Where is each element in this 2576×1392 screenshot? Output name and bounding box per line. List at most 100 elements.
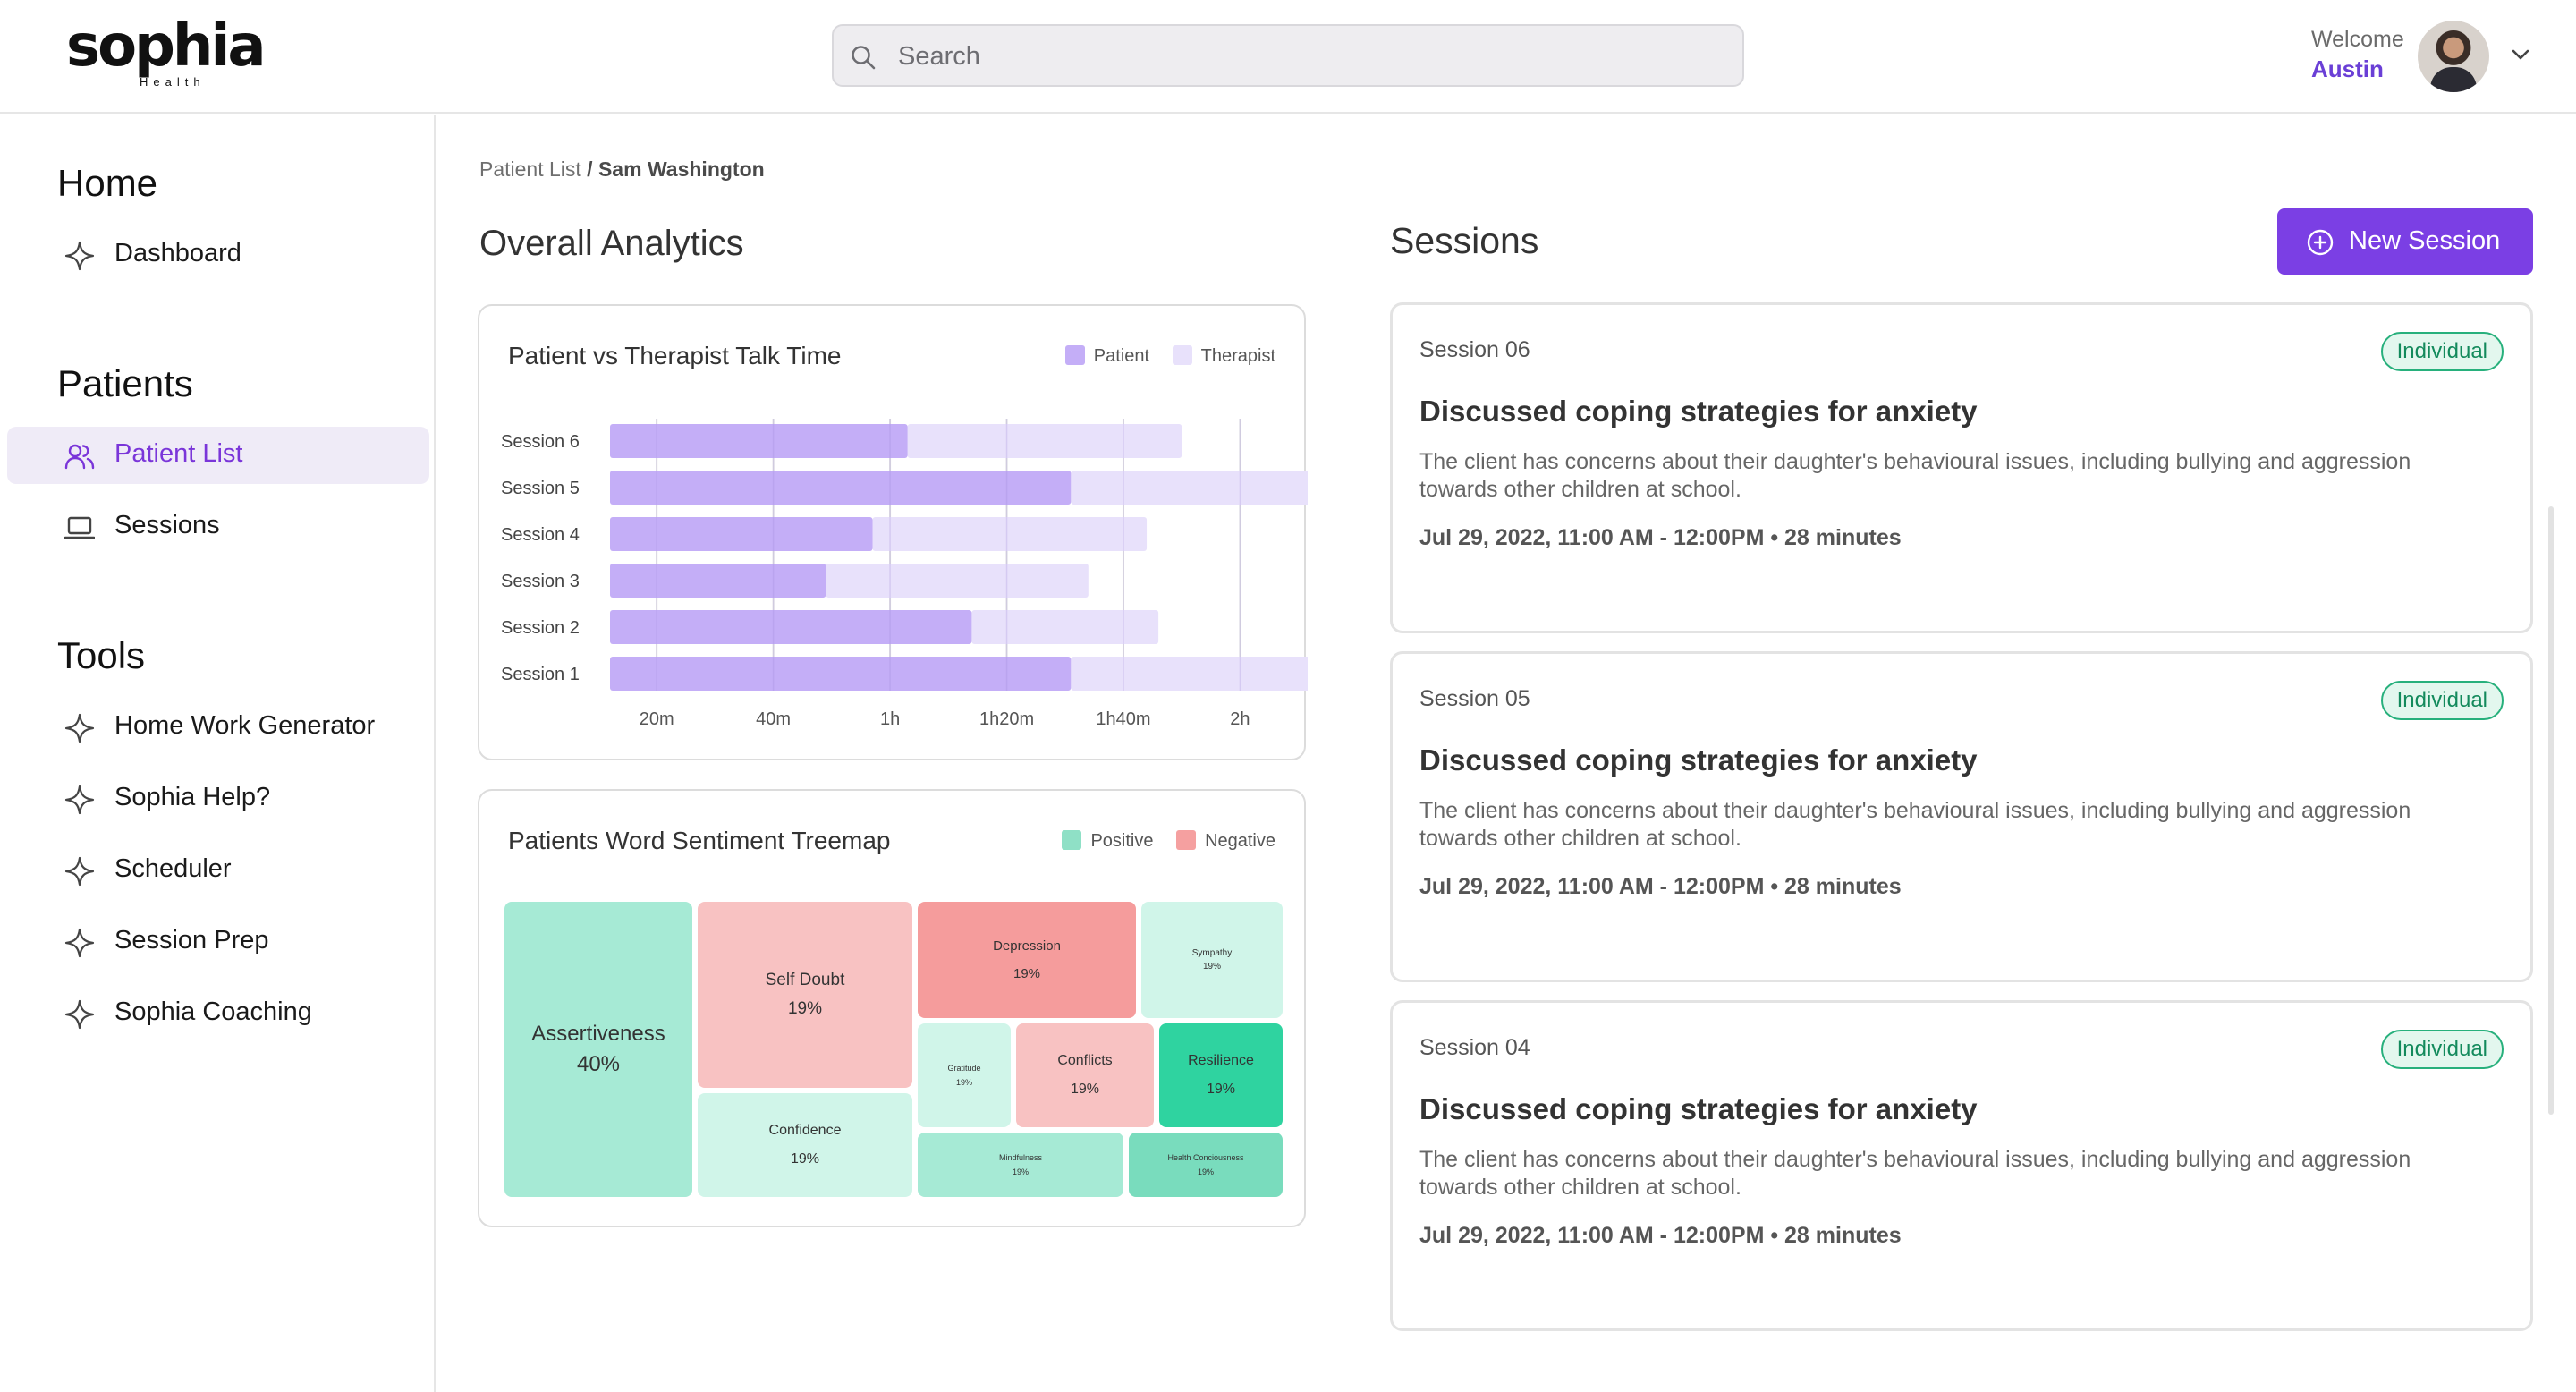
legend-label: Positive bbox=[1090, 831, 1154, 851]
session-card[interactable]: Session 04 Individual Discussed coping s… bbox=[1390, 1000, 2533, 1331]
treemap-cell-label: Mindfulness bbox=[998, 1153, 1043, 1162]
sidebar: Home Dashboard Patients Patient List Ses… bbox=[0, 115, 436, 1392]
legend-swatch-patient bbox=[1064, 345, 1085, 365]
talk-time-legend: Patient Therapist bbox=[1047, 345, 1275, 367]
patient-bar[interactable] bbox=[610, 610, 972, 644]
session-type-badge: Individual bbox=[2380, 681, 2504, 720]
y-tick-label: Session 2 bbox=[501, 618, 580, 638]
treemap-cell-label: Self Doubt bbox=[765, 971, 845, 989]
therapist-bar[interactable] bbox=[1071, 471, 1308, 505]
sessions-title: Sessions bbox=[1390, 220, 1539, 261]
session-number: Session 04 bbox=[1419, 1035, 1530, 1060]
sidebar-item-patient-list[interactable]: Patient List bbox=[7, 427, 429, 484]
x-tick-label: 1h bbox=[880, 709, 900, 729]
sidebar-section-patients: Patients bbox=[57, 362, 193, 404]
sparkle-icon bbox=[64, 785, 95, 815]
treemap-cell-health-conciousness[interactable]: Health Conciousness 19% bbox=[1129, 1133, 1283, 1197]
sophia-logo[interactable]: sophia Health bbox=[66, 18, 267, 98]
treemap-cell-gratitude[interactable]: Gratitude 19% bbox=[918, 1023, 1011, 1127]
therapist-bar[interactable] bbox=[907, 424, 1182, 458]
laptop-icon bbox=[64, 516, 95, 539]
sidebar-item-scheduler[interactable]: Scheduler bbox=[7, 842, 429, 899]
treemap-cell-value: 19% bbox=[1197, 1167, 1214, 1176]
sidebar-item-dashboard[interactable]: Dashboard bbox=[7, 226, 429, 284]
sidebar-item-sessions[interactable]: Sessions bbox=[7, 498, 429, 556]
sidebar-item-sophia-coaching[interactable]: Sophia Coaching bbox=[7, 985, 429, 1042]
logo-text: sophia bbox=[66, 13, 267, 80]
welcome-text: Welcome bbox=[2311, 27, 2404, 52]
logo-subtext: Health bbox=[140, 75, 206, 89]
search-bar[interactable] bbox=[832, 24, 1744, 87]
treemap-cell-resilience[interactable]: Resilience 19% bbox=[1159, 1023, 1283, 1127]
patient-bar[interactable] bbox=[610, 657, 1072, 691]
sidebar-item-label: Session Prep bbox=[114, 926, 269, 955]
legend-swatch-positive bbox=[1062, 830, 1082, 850]
avatar[interactable] bbox=[2418, 21, 2489, 92]
therapist-bar[interactable] bbox=[872, 517, 1148, 551]
talk-time-card: Patient vs Therapist Talk Time Patient T… bbox=[478, 304, 1308, 760]
chevron-down-icon[interactable] bbox=[2507, 41, 2534, 68]
session-card[interactable]: Session 06 Individual Discussed coping s… bbox=[1390, 302, 2533, 633]
patient-bar[interactable] bbox=[610, 471, 1072, 505]
treemap-cell-label: Sympathy bbox=[1191, 948, 1233, 958]
treemap-cell-label: Confidence bbox=[768, 1123, 842, 1138]
therapist-bar[interactable] bbox=[1071, 657, 1308, 691]
treemap-cell-self-doubt[interactable]: Self Doubt 19% bbox=[698, 902, 912, 1088]
legend-label: Negative bbox=[1205, 831, 1275, 851]
treemap-cell-value: 19% bbox=[790, 1151, 820, 1167]
sidebar-section-home: Home bbox=[57, 162, 158, 204]
sparkle-icon bbox=[64, 713, 95, 743]
legend-swatch-negative bbox=[1176, 830, 1197, 850]
top-bar: sophia Health Welcome Austin bbox=[0, 0, 2576, 114]
treemap-cell-conflicts[interactable]: Conflicts 19% bbox=[1016, 1023, 1154, 1127]
sidebar-item-label: Scheduler bbox=[114, 854, 232, 883]
treemap-cell-value: 19% bbox=[1013, 966, 1041, 981]
legend-label: Patient bbox=[1093, 346, 1150, 366]
user-name: Austin bbox=[2311, 55, 2384, 82]
users-icon bbox=[64, 444, 95, 470]
treemap-cell-label: Conflicts bbox=[1057, 1053, 1113, 1068]
talk-time-title: Patient vs Therapist Talk Time bbox=[508, 342, 842, 369]
sparkle-icon bbox=[64, 999, 95, 1030]
sidebar-item-home-work-generator[interactable]: Home Work Generator bbox=[7, 699, 429, 756]
session-title: Discussed coping strategies for anxiety bbox=[1419, 1092, 1978, 1125]
new-session-button[interactable]: New Session bbox=[2277, 208, 2533, 275]
sidebar-item-label: Dashboard bbox=[114, 239, 242, 267]
patient-bar[interactable] bbox=[610, 564, 826, 598]
sidebar-item-label: Home Work Generator bbox=[114, 711, 376, 740]
treemap-cell-depression[interactable]: Depression 19% bbox=[918, 902, 1136, 1018]
treemap-cell-confidence[interactable]: Confidence 19% bbox=[698, 1093, 912, 1197]
x-tick-label: 1h40m bbox=[1096, 709, 1150, 729]
treemap-title: Patients Word Sentiment Treemap bbox=[508, 827, 891, 854]
session-card[interactable]: Session 05 Individual Discussed coping s… bbox=[1390, 651, 2533, 982]
treemap-cell-sympathy[interactable]: Sympathy 19% bbox=[1141, 902, 1283, 1018]
x-tick-label: 2h bbox=[1230, 709, 1250, 729]
treemap-cell-value: 40% bbox=[576, 1052, 621, 1076]
sidebar-item-sophia-help[interactable]: Sophia Help? bbox=[7, 770, 429, 828]
session-type-badge: Individual bbox=[2380, 1030, 2504, 1069]
session-number: Session 06 bbox=[1419, 337, 1530, 362]
therapist-bar[interactable] bbox=[971, 610, 1159, 644]
breadcrumb-parent[interactable]: Patient List bbox=[479, 157, 581, 181]
x-tick-label: 20m bbox=[640, 709, 674, 729]
y-tick-label: Session 3 bbox=[501, 572, 580, 591]
patient-bar[interactable] bbox=[610, 517, 873, 551]
session-number: Session 05 bbox=[1419, 686, 1530, 711]
treemap-cell-value: 19% bbox=[955, 1078, 972, 1087]
patient-bar[interactable] bbox=[610, 424, 908, 458]
treemap-cell-value: 19% bbox=[1206, 1082, 1236, 1097]
legend-label: Therapist bbox=[1200, 346, 1275, 366]
therapist-bar[interactable] bbox=[826, 564, 1089, 598]
search-input[interactable] bbox=[898, 37, 1703, 76]
y-tick-label: Session 5 bbox=[501, 479, 580, 498]
treemap-cell-assertiveness[interactable]: Assertiveness 40% bbox=[504, 902, 692, 1197]
legend-swatch-therapist bbox=[1172, 345, 1192, 365]
new-session-label: New Session bbox=[2349, 226, 2501, 255]
session-description: The client has concerns about their daug… bbox=[1419, 449, 2411, 502]
sidebar-item-label: Sophia Coaching bbox=[114, 997, 312, 1026]
treemap-cell-mindfulness[interactable]: Mindfulness 19% bbox=[918, 1133, 1123, 1197]
sidebar-item-session-prep[interactable]: Session Prep bbox=[7, 913, 429, 971]
legend-item-patient: Patient bbox=[1064, 345, 1150, 367]
session-time: Jul 29, 2022, 11:00 AM - 12:00PM • 28 mi… bbox=[1419, 525, 1902, 550]
scrollbar[interactable] bbox=[2548, 506, 2554, 1115]
